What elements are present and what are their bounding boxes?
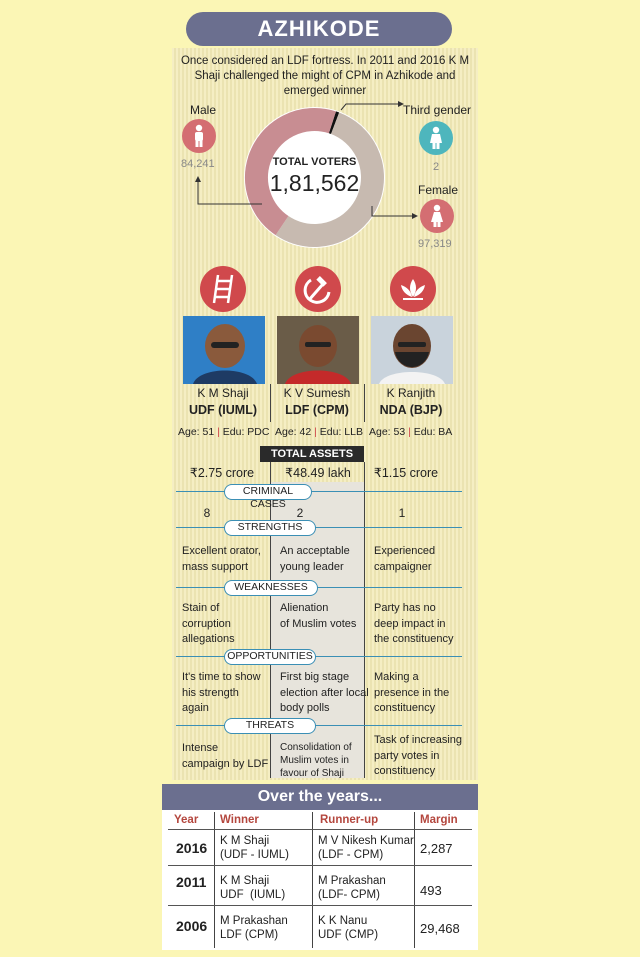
opportunity-2: First big stage election after local bod… [280,671,369,714]
total-voters-value: 1,81,562 [269,170,360,196]
third-gender-icon [419,121,453,155]
candidate-details-3: Age: 53 | Edu: BA [369,426,453,438]
opportunities-heading: OPPORTUNITIES [224,649,316,665]
ladder-icon [200,266,246,312]
hammer-sickle-icon [295,266,341,312]
weakness-1: Stain of corruption allegations [182,602,235,645]
history-year-2: 2011 [176,874,207,890]
history-heading: Over the years... [162,784,478,810]
history-col-margin: Margin [420,814,458,826]
male-label: Male [190,103,217,117]
female-count: 97,319 [418,238,452,250]
threat-1: Intense campaign by LDF [182,742,269,770]
criminal-cases-1: 8 [203,506,211,520]
strength-1: Excellent orator, mass support [182,545,261,573]
history-winner-2: K M Shaji UDF (IUML) [220,875,286,901]
history-runnerup-3: K K Nanu UDF (CMP) [318,915,379,941]
candidate-photo-sumesh [277,316,359,384]
candidate-name-1: K M Shaji [197,386,249,400]
history-margin-3: 29,468 [420,921,460,936]
candidate-assets-2: ₹48.49 lakh [285,466,351,480]
strength-3: Experienced campaigner [374,545,436,573]
strengths-heading: STRENGTHS [224,520,316,536]
history-margin-2: 493 [420,883,442,898]
weaknesses-heading: WEAKNESSES [224,580,318,596]
voters-donut-chart [244,107,385,248]
male-count: 84,241 [181,158,215,170]
intro-text: Once considered an LDF fortress. In 2011… [180,55,470,97]
strength-2: An acceptable young leader [280,545,350,573]
candidate-details-2: Age: 42 | Edu: LLB [275,426,363,438]
lotus-icon [390,266,436,312]
candidate-age-2: Age: 42 [275,426,312,438]
history-col-year: Year [174,814,199,826]
history-winner-3: M Prakashan LDF (CPM) [220,915,288,941]
third-gender-count: 2 [433,161,440,173]
candidate-name-2: K V Sumesh [283,386,351,400]
donut-slice-female [245,108,384,247]
history-runnerup-1: M V Nikesh Kumar (LDF - CPM) [318,835,414,861]
candidate-photo-ranjith [371,316,453,384]
candidate-edu-3: Edu: BA [413,426,453,438]
male-icon [182,119,216,153]
female-label: Female [418,183,459,197]
candidate-name-3: K Ranjith [386,386,436,400]
history-col-runnerup: Runner-up [320,814,379,826]
history-year-3: 2006 [176,918,208,934]
candidate-assets-1: ₹2.75 crore [189,466,255,480]
opportunity-1: It's time to show his strength again [182,671,261,714]
criminal-cases-heading: CRIMINAL CASES [224,484,312,510]
threat-3: Task of increasing party votes in consti… [374,734,463,777]
threats-heading: THREATS [224,718,316,734]
criminal-cases-3: 1 [398,506,406,520]
donut-arrows [195,101,418,219]
candidate-party-3: NDA (BJP) [379,403,443,417]
page-title: AZHIKODE [186,12,452,46]
threat-2: Consolidation of Muslim votes in favour … [280,742,352,779]
history-runnerup-2: M Prakashan (LDF- CPM) [318,875,386,901]
candidate-assets-3: ₹1.15 crore [373,466,439,480]
candidate-age-1: Age: 51 [178,426,215,438]
candidate-photo-shaji [183,316,265,384]
total-voters-label: TOTAL VOTERS [272,156,357,168]
candidate-edu-1: Edu: PDC [222,426,270,438]
female-icon [420,199,454,233]
opportunity-3: Making a presence in the constituency [374,671,450,714]
weakness-2: Alienation of Muslim votes [280,602,357,630]
criminal-cases-2: 2 [296,506,304,520]
history-winner-1: K M Shaji (UDF - IUML) [220,835,289,861]
third-gender-label: Third gender [403,103,472,117]
candidate-edu-2: Edu: LLB [319,426,363,438]
history-col-winner: Winner [220,814,259,826]
candidate-age-3: Age: 53 [369,426,406,438]
history-margin-1: 2,287 [420,841,453,856]
donut-slice-male [245,108,384,247]
donut-center: TOTAL VOTERS 1,81,562 [243,106,386,249]
candidate-party-1: UDF (IUML) [188,403,258,417]
candidate-details-1: Age: 51 | Edu: PDC [178,426,270,438]
weakness-3: Party has no deep impact in the constitu… [374,602,454,645]
history-year-1: 2016 [176,840,208,856]
candidate-party-2: LDF (CPM) [285,403,349,417]
total-assets-heading: TOTAL ASSETS [260,446,364,462]
